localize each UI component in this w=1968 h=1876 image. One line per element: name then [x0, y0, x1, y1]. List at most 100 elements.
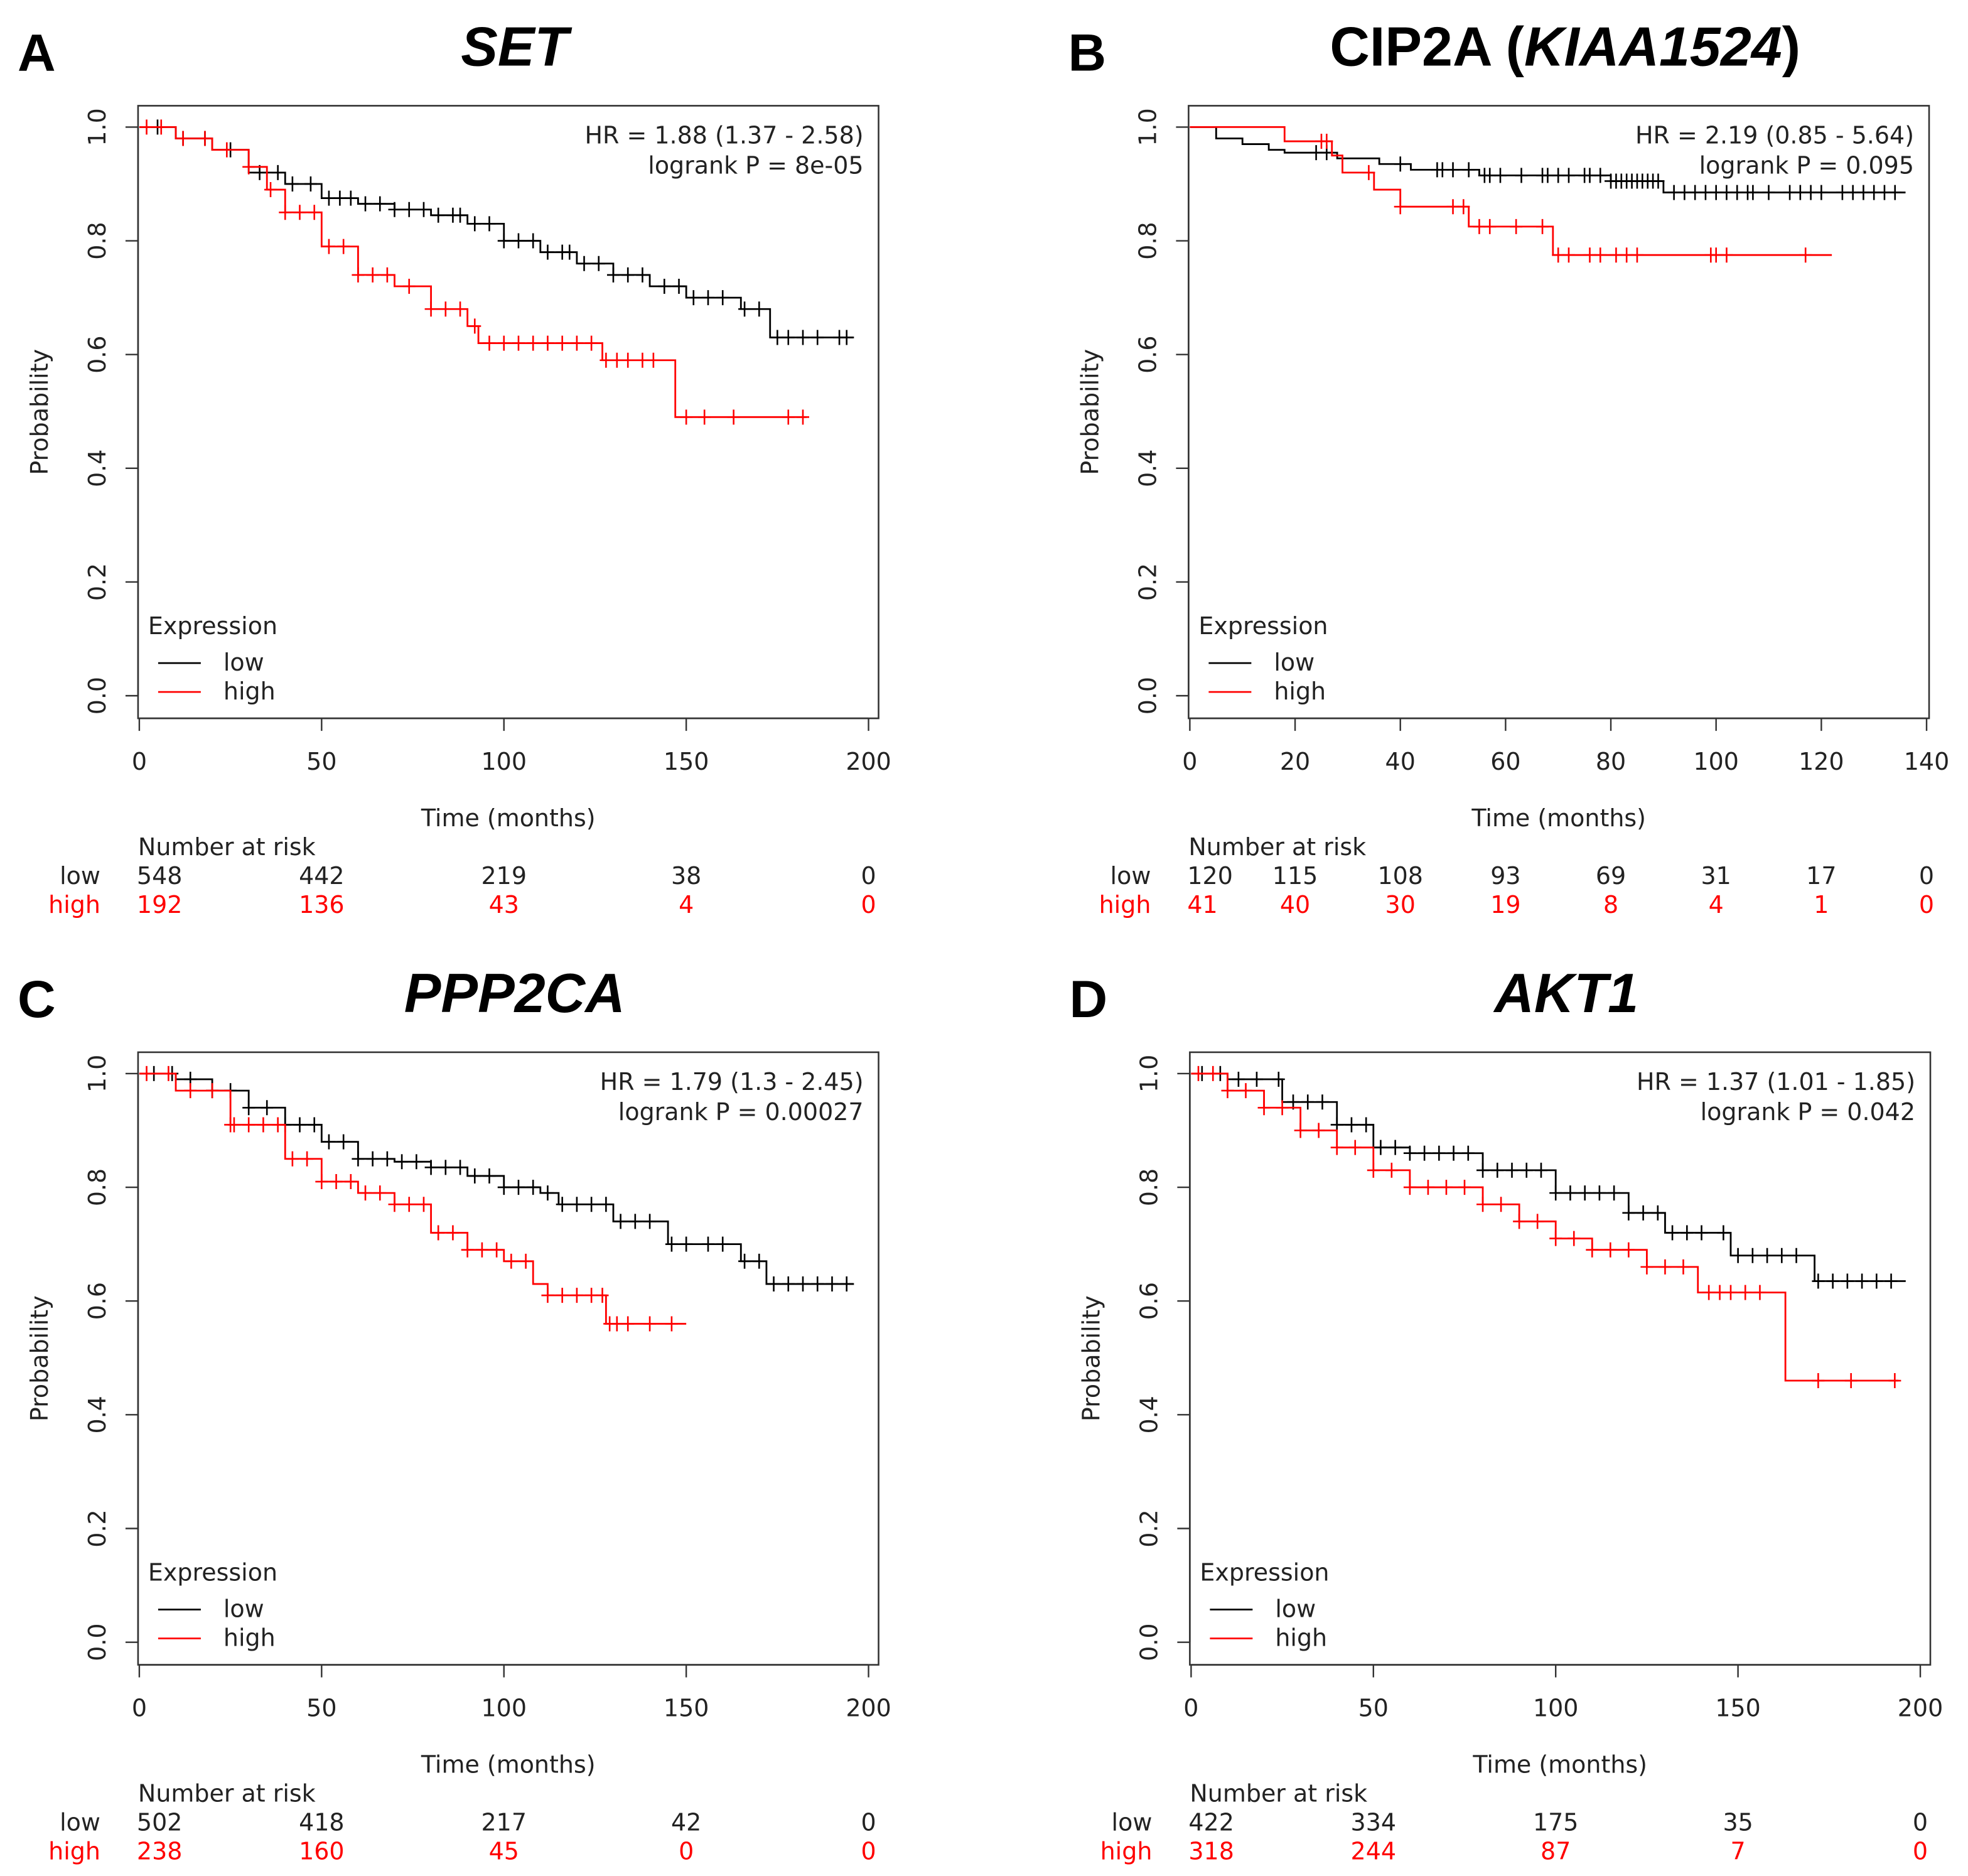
y-tick-label: 0.4 — [1134, 450, 1161, 487]
censor-mark — [610, 352, 623, 368]
censor-mark — [527, 1180, 540, 1195]
censor-mark — [1651, 1205, 1664, 1221]
title-suffix: ) — [1782, 15, 1800, 77]
censor-mark — [1622, 1242, 1635, 1258]
censor-mark — [1552, 247, 1565, 263]
chart-title: PPP2CA — [404, 962, 625, 1024]
censor-mark — [570, 335, 583, 351]
censor-mark — [220, 142, 234, 158]
legend-title: Expression — [1198, 612, 1328, 640]
censor-mark — [541, 1288, 554, 1303]
censor-mark — [585, 335, 598, 351]
censor-mark — [1534, 1162, 1547, 1178]
censor-mark — [402, 1197, 416, 1212]
censor-mark — [242, 159, 255, 175]
censor-mark — [468, 216, 481, 232]
censor-mark — [154, 119, 168, 135]
x-tick-label: 20 — [1280, 748, 1310, 775]
panel-label: A — [18, 23, 56, 82]
legend-label-low: low — [223, 649, 264, 676]
censor-mark — [1272, 1071, 1285, 1087]
risk-count-low: 548 — [137, 862, 182, 890]
y-tick-label: 0.4 — [83, 1396, 111, 1433]
survival-curve-high — [139, 1072, 687, 1325]
censor-mark — [308, 205, 321, 220]
censor-mark — [366, 267, 379, 283]
risk-count-low: 0 — [861, 862, 876, 890]
censor-mark — [592, 256, 605, 271]
x-axis-label: Time (months) — [1471, 804, 1646, 832]
logrank-p-text: logrank P = 0.042 — [1701, 1098, 1915, 1126]
censor-mark — [1403, 1145, 1416, 1161]
x-tick-label: 100 — [1693, 748, 1738, 775]
censor-mark — [395, 1154, 409, 1170]
censor-mark — [687, 290, 700, 306]
censor-mark — [1562, 168, 1575, 183]
censor-mark — [840, 330, 853, 345]
censor-mark — [702, 290, 714, 306]
censor-mark — [1720, 247, 1733, 263]
panel-label: C — [18, 969, 56, 1028]
risk-count-high: 87 — [1541, 1838, 1571, 1865]
y-tick-label: 0.0 — [83, 1623, 111, 1661]
censor-mark — [1762, 185, 1775, 200]
censor-mark — [1301, 1094, 1315, 1110]
censor-mark — [665, 1316, 678, 1332]
censor-mark — [1294, 1123, 1307, 1138]
panel-label: B — [1068, 23, 1106, 82]
km-panel-b: B CIP2A (KIAA1524)0.00.20.40.60.81.00 20 40… — [1068, 15, 1949, 919]
censor-mark — [454, 1160, 467, 1175]
censor-mark — [1775, 1248, 1788, 1263]
legend-label-low: low — [223, 1595, 264, 1623]
x-tick-label: 40 — [1385, 748, 1416, 775]
censor-mark — [1586, 1242, 1599, 1258]
censor-mark — [424, 301, 438, 317]
censor-mark — [753, 1253, 766, 1269]
censor-mark — [1433, 1145, 1446, 1161]
censor-mark — [417, 202, 430, 217]
censor-mark — [1844, 1373, 1858, 1389]
censor-mark — [184, 1083, 197, 1099]
risk-count-low: 334 — [1351, 1809, 1396, 1836]
censor-mark — [304, 176, 317, 191]
censor-mark — [1473, 218, 1486, 234]
legend-label-high: high — [223, 677, 276, 705]
y-axis-label: Probability — [26, 349, 53, 475]
censor-mark — [388, 1197, 401, 1212]
censor-mark — [1868, 185, 1881, 200]
censor-mark — [439, 1160, 452, 1175]
censor-mark — [140, 1065, 153, 1081]
censor-mark — [322, 190, 335, 206]
censor-mark — [621, 352, 635, 368]
risk-row-label-low: low — [60, 862, 100, 890]
censor-mark — [556, 1197, 569, 1212]
censor-mark — [1348, 1140, 1362, 1155]
y-tick-label: 1.0 — [1135, 1055, 1163, 1092]
censor-mark — [1836, 185, 1849, 200]
risk-count-low: 120 — [1187, 862, 1232, 890]
risk-count-low: 502 — [137, 1809, 182, 1836]
censor-mark — [257, 1117, 270, 1133]
censor-mark — [352, 1151, 365, 1167]
censor-mark — [308, 1117, 321, 1133]
risk-count-low: 108 — [1377, 862, 1422, 890]
censor-mark — [1583, 168, 1596, 183]
censor-mark — [322, 239, 335, 254]
title-italic: PPP2CA — [404, 962, 625, 1024]
series-high — [1190, 126, 1832, 263]
censor-mark — [541, 1185, 554, 1201]
x-tick-label: 50 — [306, 1695, 336, 1722]
y-tick-label: 0.6 — [1134, 336, 1161, 374]
censor-mark — [366, 1151, 379, 1167]
censor-mark — [621, 267, 635, 283]
censor-mark — [1724, 1285, 1737, 1300]
x-tick-label: 150 — [664, 1695, 709, 1722]
censor-mark — [261, 1100, 274, 1116]
x-tick-label: 100 — [481, 748, 527, 775]
km-panel-c: C PPP2CA 0.0 0.2 0.4 0.6 0.8 1.0 0 50 100 150 200 Tim… — [18, 962, 891, 1865]
censor-mark — [840, 1276, 853, 1292]
censor-mark — [162, 1065, 175, 1081]
censor-mark — [301, 1151, 314, 1167]
censor-mark — [628, 1214, 642, 1229]
y-tick-label: 0.2 — [1135, 1509, 1163, 1547]
